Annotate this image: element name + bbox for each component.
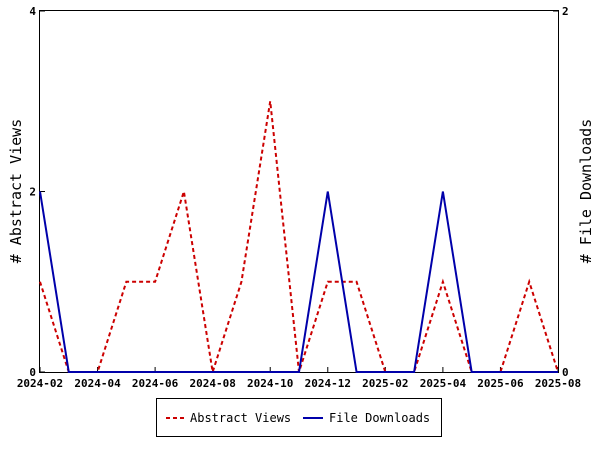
legend-label-abstract-views: Abstract Views [190, 411, 291, 425]
x-axis: 2024-02 2024-04 2024-06 2024-08 2024-10 2024-… [17, 367, 581, 390]
x-tick-label: 2025-06 [477, 377, 524, 390]
x-tick-label: 2024-04 [74, 377, 121, 390]
plot-area [39, 10, 559, 373]
y-tick-label: 4 [29, 5, 36, 18]
y2-axis-title: # File Downloads [577, 119, 595, 264]
y-axis-title: # Abstract Views [7, 119, 25, 264]
legend-box [156, 398, 442, 437]
x-tick-label: 2024-06 [132, 377, 179, 390]
y-axis-right: 02 [553, 5, 569, 379]
x-tick-label: 2025-02 [362, 377, 408, 390]
y-axis-left: 0 2 4 [29, 5, 45, 379]
x-tick-label: 2024-08 [189, 377, 235, 390]
x-tick-label: 2024-12 [305, 377, 351, 390]
series-line-file-downloads [39, 191, 558, 373]
y2-tick-label: 0 [562, 366, 569, 379]
legend: Abstract Views File Downloads [156, 398, 442, 437]
plot-frame [39, 10, 559, 373]
series-line-abstract-views [39, 101, 559, 373]
y-tick-label: 0 [29, 366, 36, 379]
x-tick-label: 2025-08 [535, 377, 581, 390]
series-layer [39, 101, 559, 373]
x-tick-label: 2025-04 [420, 377, 467, 390]
x-tick-label: 2024-02 [17, 377, 63, 390]
y2-tick-label: 2 [562, 5, 569, 18]
y-tick-label: 2 [29, 186, 36, 199]
x-tick-label: 2024-10 [247, 377, 293, 390]
legend-label-file-downloads: File Downloads [329, 411, 430, 425]
